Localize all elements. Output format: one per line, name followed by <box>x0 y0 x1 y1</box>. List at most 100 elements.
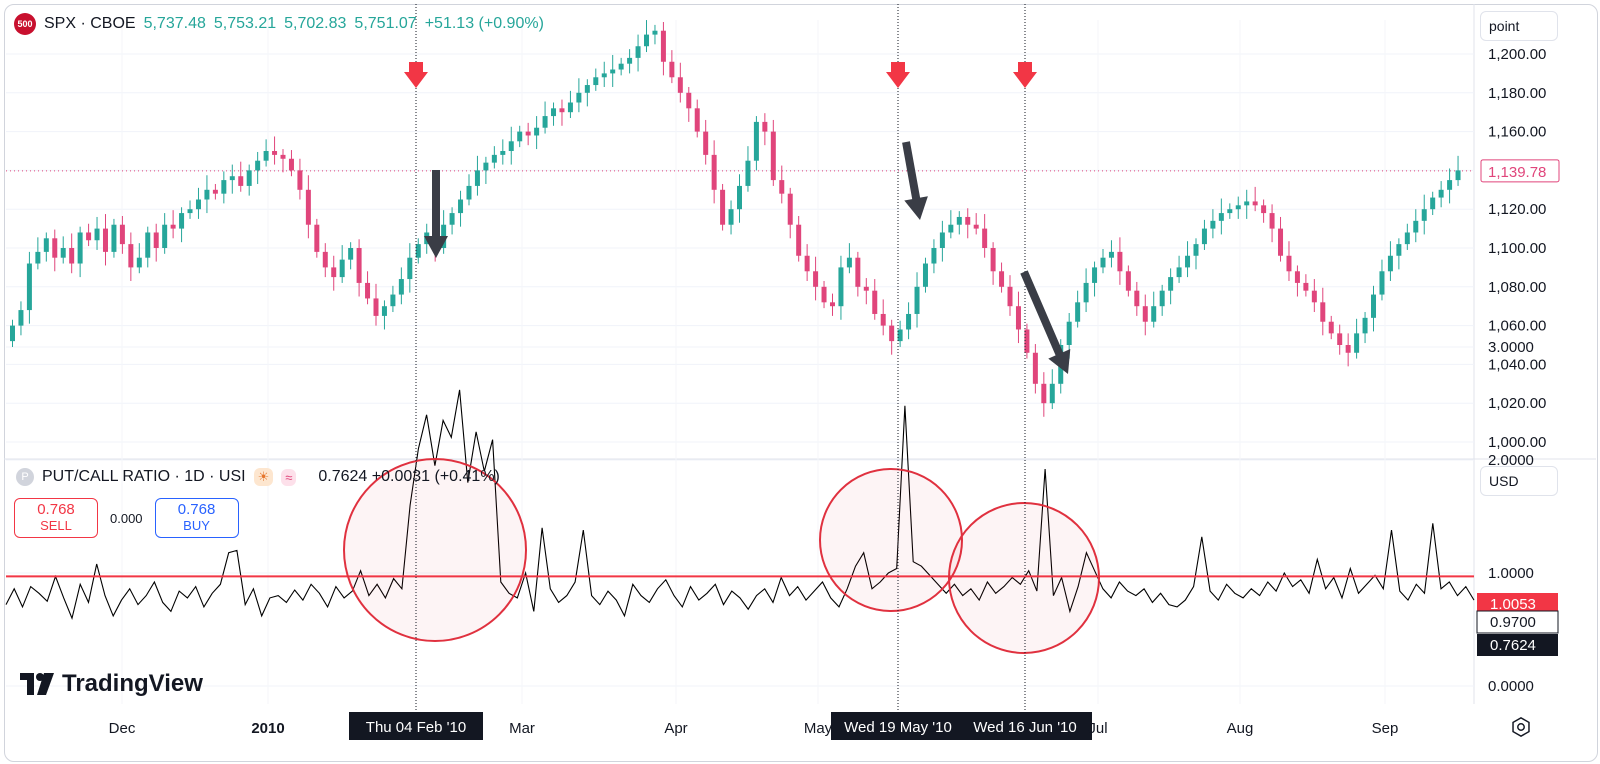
candle-body <box>500 151 506 155</box>
wave-icon[interactable]: ≈ <box>281 468 297 486</box>
candle-body <box>246 170 252 186</box>
signal-markers: Thu 04 Feb '10 Wed 19 May '10 Wed 16 Jun '… <box>343 4 1100 740</box>
weather-icon[interactable]: ☀ <box>253 468 274 486</box>
candle-body <box>787 193 793 225</box>
current-price-label: 1,139.78 <box>1488 164 1546 181</box>
candle-body <box>846 257 852 268</box>
current-price-box <box>1480 159 1560 183</box>
candle-body <box>195 199 201 210</box>
candle-body <box>1311 290 1317 303</box>
candle-body <box>111 224 117 252</box>
candle-body <box>1345 345 1351 353</box>
candle-body <box>94 228 100 241</box>
candle-body <box>1371 294 1377 318</box>
low-value: 5,702.83 <box>284 15 347 32</box>
candle-body <box>1286 255 1292 272</box>
candle-body <box>669 61 675 78</box>
time-tick-label: 2010 <box>251 720 284 737</box>
close-value: 5,751.07 <box>354 15 417 32</box>
candle-body <box>914 286 920 314</box>
candle-body <box>1210 220 1216 229</box>
tradingview-logo-icon <box>20 673 54 695</box>
candle-body <box>491 154 497 163</box>
candle-body <box>373 298 379 316</box>
candle-body <box>348 248 354 260</box>
candle-body <box>694 108 700 132</box>
candle-body <box>1447 180 1453 190</box>
candle-body <box>838 267 844 307</box>
price-tick-label: 1,160.00 <box>1488 124 1546 141</box>
candle-body <box>119 224 125 245</box>
candle-body <box>1134 290 1140 307</box>
indicator-tick-label: 0.0000 <box>1488 678 1534 695</box>
axes: 1,000.00 1,020.00 1,040.00 1,060.00 1,080.00… <box>109 46 1560 737</box>
annotation-arrow-icon <box>1020 270 1071 374</box>
candle-body <box>534 127 540 136</box>
candle-body <box>644 34 650 47</box>
time-tick-label: Sep <box>1372 720 1399 737</box>
candle-body <box>1100 257 1106 268</box>
candle-body <box>931 248 937 264</box>
indicator-header: P PUT/CALL RATIO · 1D · USI ☀ ≈ 0.7624 +… <box>16 468 500 486</box>
candle-body <box>466 185 472 200</box>
indicator-value: 0.7624 +0.0031 (+0.41%) <box>318 468 500 485</box>
candle-body <box>517 131 523 142</box>
currency-scale-button[interactable]: USD <box>1480 466 1558 496</box>
candle-body <box>128 244 134 268</box>
indicator-tick-label: 1.0000 <box>1488 565 1534 582</box>
signal-arrow-icon <box>404 62 428 88</box>
chart-frame <box>4 4 1598 762</box>
candle-body <box>407 257 413 280</box>
candle-body <box>322 251 328 268</box>
annotation-arrow-icon <box>424 170 448 258</box>
candle-body <box>711 154 717 190</box>
candle-body <box>221 180 227 194</box>
settings-gear-icon[interactable] <box>1510 716 1532 738</box>
candle-body <box>1117 251 1123 272</box>
price-scale-unit-button[interactable]: point <box>1480 11 1558 41</box>
price-tick-label: 1,100.00 <box>1488 240 1546 257</box>
candle-body <box>1244 201 1250 206</box>
highlight-circle <box>819 468 963 612</box>
candle-body <box>1396 244 1402 256</box>
candle-body <box>356 248 362 283</box>
candle-body <box>1168 277 1174 291</box>
candle-body <box>1083 282 1089 303</box>
candle-body <box>618 63 624 70</box>
sp500-logo: 500 <box>14 13 36 35</box>
candle-body <box>136 257 142 268</box>
candle-body <box>1041 383 1047 404</box>
candle-body <box>1125 271 1131 291</box>
candle-body <box>314 224 320 252</box>
indicator-title[interactable]: PUT/CALL RATIO · 1D · USI <box>42 468 246 485</box>
candle-body <box>1278 228 1284 256</box>
candle-body <box>1294 271 1300 283</box>
candle-body <box>280 154 286 159</box>
candle-body <box>1303 282 1309 291</box>
candle-body <box>390 294 396 307</box>
candle-body <box>779 180 785 194</box>
candle-body <box>1151 306 1157 322</box>
candle-body <box>1176 267 1182 278</box>
candle-body <box>567 102 573 113</box>
highlight-circle <box>343 458 527 642</box>
price-tick-label: 1,040.00 <box>1488 356 1546 373</box>
candle-body <box>145 232 151 258</box>
signal-arrow-icon <box>1013 62 1037 88</box>
candle-body <box>1142 306 1148 322</box>
buy-price: 0.768 <box>177 501 216 518</box>
candle-body <box>889 325 895 342</box>
spread-value: 0.000 <box>110 510 143 526</box>
open-value: 5,737.48 <box>143 15 206 32</box>
candle-body <box>1421 209 1427 221</box>
candle-body <box>1007 286 1013 307</box>
candle-body <box>212 189 218 194</box>
candle-body <box>35 251 41 264</box>
price-tick-label: 1,000.00 <box>1488 434 1546 451</box>
candle-body <box>179 213 185 229</box>
buy-button[interactable]: 0.768 BUY <box>154 498 239 538</box>
symbol-name[interactable]: SPX · CBOE <box>44 15 136 32</box>
candle-body <box>576 92 582 103</box>
sell-button[interactable]: 0.768 SELL <box>14 498 98 538</box>
